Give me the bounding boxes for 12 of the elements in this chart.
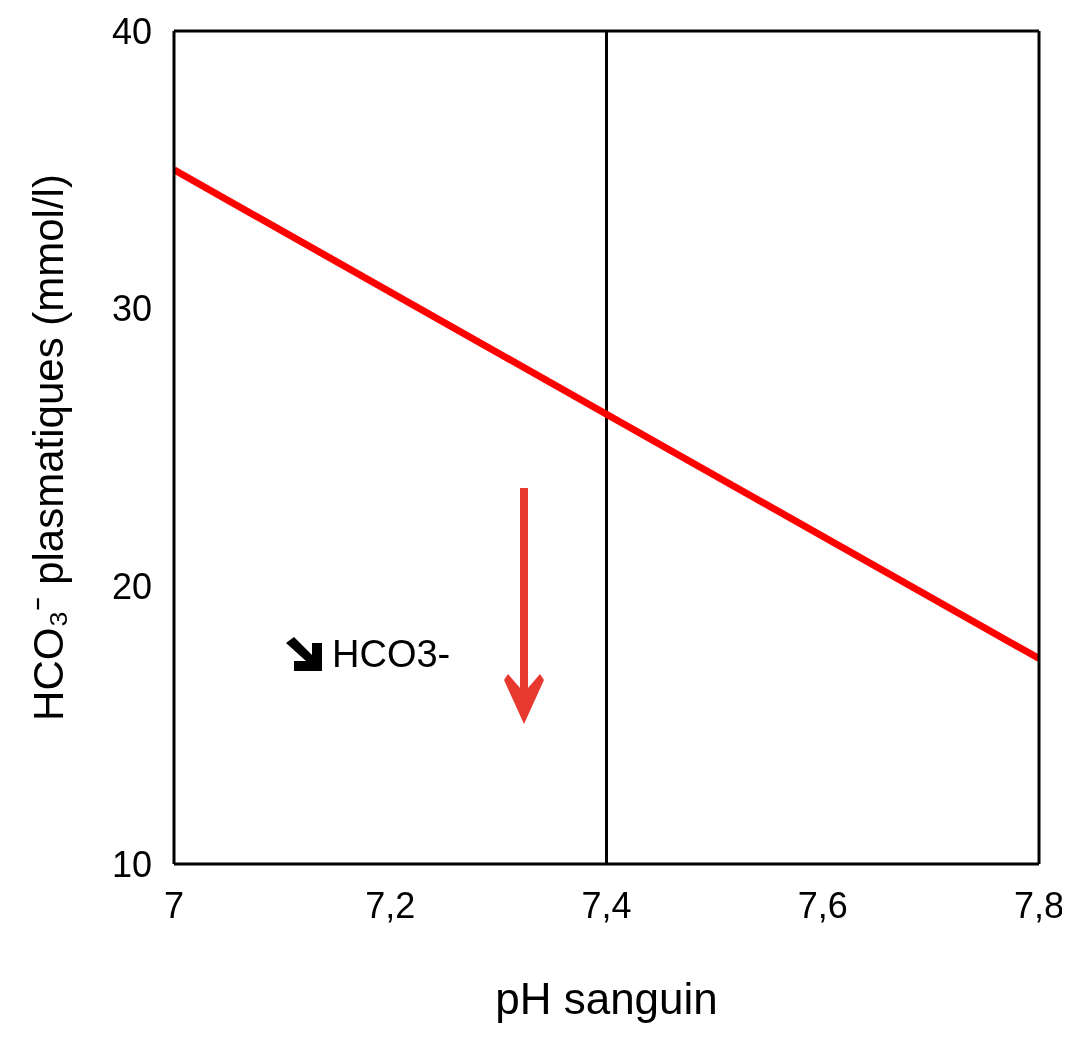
y-axis-title: HCO₃⁻ plasmatiques (mmol/l) — [24, 174, 72, 721]
x-axis-title: pH sanguin — [495, 974, 718, 1023]
x-tick-label: 7,2 — [365, 884, 416, 926]
x-tick-label: 7,8 — [1013, 884, 1065, 926]
x-tick-label: 7 — [163, 884, 185, 926]
x-tick-label: 7,4 — [581, 884, 632, 926]
y-tick-label: 30 — [111, 288, 152, 330]
y-tick-label: 20 — [111, 566, 152, 608]
annotation: HCO3- — [332, 633, 451, 676]
y-tick-label: 40 — [111, 10, 152, 52]
x-tick-label: 7,6 — [797, 884, 848, 926]
y-tick-label: 10 — [111, 843, 152, 885]
